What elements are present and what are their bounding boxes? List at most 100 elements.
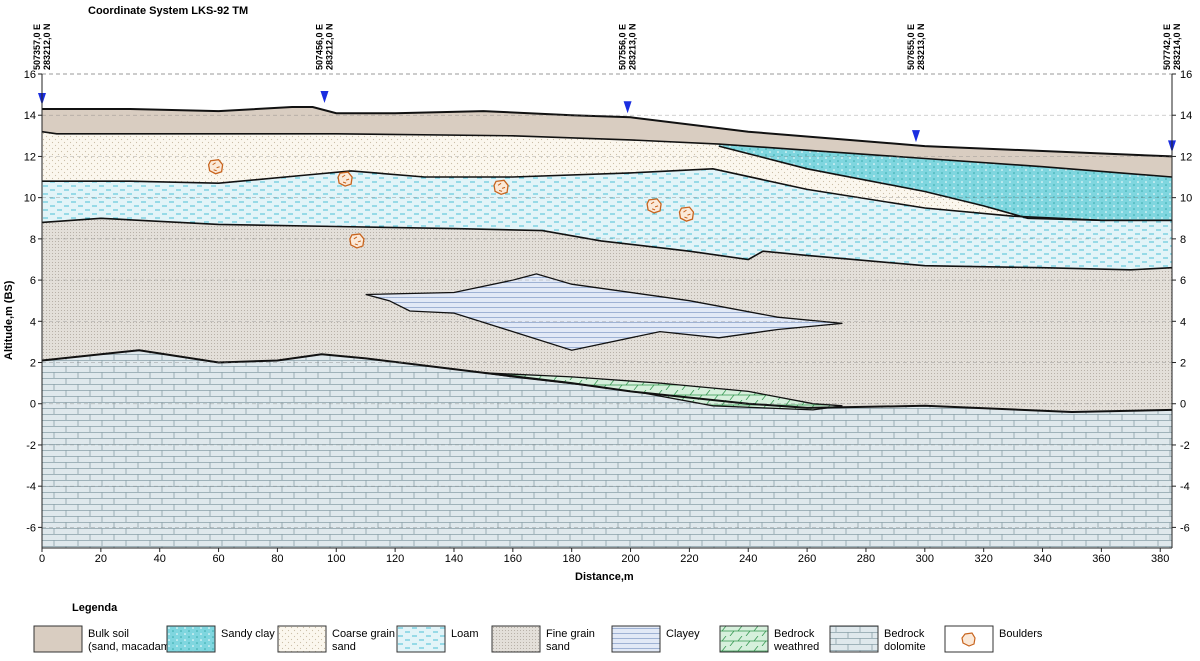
legend-label: Fine grain [546,628,595,640]
x-tick-label: 160 [504,553,522,565]
legend-label: Clayey [666,628,700,640]
legend-item-loam: Loam [396,625,479,653]
legend-swatch [611,625,661,653]
legend-label-line2: sand [546,641,570,653]
boulder-icon [493,179,509,196]
borehole-coordinate-label: 507357,0 E 283212,0 N [32,23,52,70]
northing-label: 283212,0 N [42,23,52,70]
y-tick-label-right: 10 [1180,193,1192,205]
borehole-marker-icon [320,90,329,103]
y-axis-label: Altitude,m (BS) [3,280,15,360]
layer-bedrock-weathered [483,372,843,410]
legend-title: Legenda [72,602,118,614]
boulder-icon [678,206,695,222]
axes: 0 20 40 60 80 100 120 140 160 180 200 220 240 260 280 3… [24,69,1193,565]
northing-label: 283212,0 N [325,23,335,70]
layers [41,106,1173,548]
legend-label: Bedrock [774,628,815,640]
layer-bedrock-dolomite [42,350,1172,548]
layer-coarse-grain-sand [42,131,1172,221]
layer-sandy-clay [718,144,1172,221]
y-tick-label-left: 16 [24,69,36,81]
y-tick-label-right: -2 [1180,440,1190,452]
legend-swatch [277,625,327,653]
x-tick-label: 280 [857,553,875,565]
boundary-bulk-bottom [41,130,1173,178]
x-tick-label: 200 [621,553,639,565]
boulder-detail [212,162,220,172]
boulder-detail [341,174,350,184]
boulder-detail [650,201,659,211]
x-tick-label: 260 [798,553,816,565]
y-tick-label-right: 8 [1180,234,1186,246]
y-tick-label-left: 0 [30,399,36,411]
boulder-detail [497,182,506,192]
x-tick-label: 40 [154,553,166,565]
legend-item-clayey: Clayey [611,625,700,653]
easting-label: 507556,0 E [618,24,628,70]
y-tick-label-right: 0 [1180,399,1186,411]
legend-swatch [166,625,216,653]
boreholes: 507357,0 E 283212,0 N 507456,0 E 283212,0 N… [32,23,1182,548]
boulder-shape [678,206,695,222]
coordinate-system-title: Coordinate System LKS-92 TM [88,5,248,17]
grid-lines [42,73,1172,528]
boulders [207,159,695,249]
y-tick-label-left: 14 [24,110,36,122]
boulder-detail [353,236,362,246]
x-tick-label: 380 [1151,553,1169,565]
legend-label: Bulk soil [88,628,129,640]
y-tick-label-right: -4 [1180,481,1190,493]
y-tick-label-left: 2 [30,358,36,370]
y-tick-label-left: 12 [24,151,36,163]
y-tick-label-right: 4 [1180,316,1186,328]
y-tick-label-left: -4 [26,481,36,493]
borehole-coordinate-label: 507655,0 E 283213,0 N [906,23,926,70]
y-tick-label-right: 16 [1180,69,1192,81]
x-tick-label: 360 [1092,553,1110,565]
boundary-weathered-lens [483,372,843,411]
layer-loam [42,168,1172,270]
borehole-coordinate-label: 507742,0 E 283214,0 N [1162,23,1182,70]
y-tick-label-left: 8 [30,234,36,246]
northing-label: 283213,0 N [916,23,926,70]
legend-label-line2: (sand, macadam) [88,641,174,653]
boundary-loam-top [42,167,1172,222]
easting-label: 507655,0 E [906,24,916,70]
boulder-shape [207,159,224,175]
x-tick-label: 100 [327,553,345,565]
legend-item-bulk: Bulk soil(sand, macadam) [33,625,174,653]
y-tick-label-left: 10 [24,193,36,205]
x-tick-label: 340 [1033,553,1051,565]
legend-label: Bedrock [884,628,925,640]
legend-label-line2: dolomite [884,641,926,653]
easting-label: 507456,0 E [315,24,325,70]
legend-label: Boulders [999,628,1043,640]
legend-swatch [944,625,994,653]
x-tick-label: 140 [445,553,463,565]
legend-label: Loam [451,628,479,640]
x-tick-label: 0 [39,553,45,565]
x-tick-label: 180 [563,553,581,565]
x-tick-label: 220 [680,553,698,565]
x-tick-label: 120 [386,553,404,565]
x-tick-label: 20 [95,553,107,565]
boulder-icon [349,233,365,249]
borehole-marker-icon [911,130,920,143]
easting-label: 507742,0 E [1162,24,1172,70]
easting-label: 507357,0 E [32,24,42,70]
boulder-shape [337,171,353,187]
layer-bulk-soil [42,107,1172,177]
x-axis-label: Distance,m [575,571,634,583]
borehole-coordinate-label: 507556,0 E 283213,0 N [618,23,638,70]
boulder-detail [683,209,691,219]
layer-clayey-lens [365,273,843,351]
boundary-clayey-lens [365,273,843,351]
northing-label: 283214,0 N [1172,23,1182,70]
legend-label: Sandy clay [221,628,275,640]
legend-item-sandyclay: Sandy clay [166,625,275,653]
